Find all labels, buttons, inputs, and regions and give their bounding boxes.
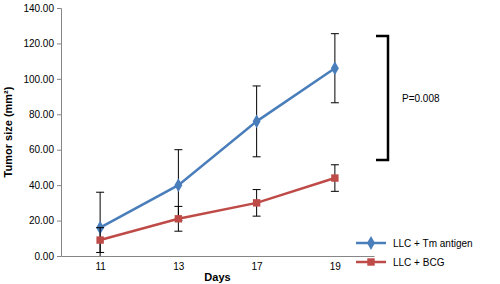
series (96, 165, 339, 253)
error-bar-cap (253, 189, 261, 190)
y-tick-mark (57, 150, 61, 151)
bracket (376, 36, 388, 160)
marker (175, 215, 182, 222)
y-tick: 60.00 (29, 144, 61, 155)
x-tick-label: 11 (95, 261, 106, 272)
legend-item: LLC + BCG (356, 257, 445, 268)
series-line (100, 178, 335, 240)
error-bar-cap (331, 33, 339, 34)
x-tick: 11 (95, 256, 106, 272)
legend: LLC + Tm antigen LLC + BCG (356, 236, 473, 268)
y-tick-label: 120.00 (23, 38, 54, 49)
annotation-text: P=0.008 (402, 93, 440, 104)
legend-marker (367, 258, 374, 265)
x-tick: 17 (252, 256, 264, 272)
y-tick-label: 100.00 (23, 74, 54, 85)
error-bar (331, 34, 339, 103)
y-tick-label: 80.00 (29, 109, 54, 120)
y-tick: 40.00 (29, 180, 61, 191)
error-bar-cap (331, 191, 339, 192)
error-bar (96, 192, 104, 256)
x-axis-line (62, 256, 375, 257)
plot-area (96, 34, 339, 256)
series-line (100, 68, 335, 227)
y-tick-mark (57, 221, 61, 222)
error-bar (96, 228, 104, 253)
y-tick-mark (57, 114, 61, 115)
error-bar (253, 190, 261, 217)
y-tick: 80.00 (29, 109, 61, 120)
error-bar-cap (174, 231, 182, 232)
error-bar-cap (331, 102, 339, 103)
error-bar-cap (96, 252, 104, 253)
y-axis-title: Tumor size (mm²) (2, 86, 14, 177)
y-tick-label: 40.00 (29, 180, 54, 191)
error-bar-cap (174, 149, 182, 150)
error-bar-cap (331, 164, 339, 165)
annotation: P=0.008 (376, 36, 440, 160)
y-tick-label: 0.00 (35, 251, 55, 262)
error-bar-cap (253, 216, 261, 217)
legend-item: LLC + Tm antigen (356, 236, 473, 250)
legend-marker (367, 236, 375, 250)
marker (331, 174, 338, 181)
error-bar-cap (96, 227, 104, 228)
error-bar-cap (174, 206, 182, 207)
x-tick-label: 17 (252, 261, 264, 272)
marker (331, 61, 339, 75)
y-tick: 20.00 (29, 215, 61, 226)
y-axis: 0.00 20.00 40.00 60.00 80.00 100.00 120.00 140.… (23, 3, 61, 262)
x-tick-label: 19 (330, 261, 342, 272)
legend-label: LLC + Tm antigen (393, 238, 473, 249)
marker (253, 114, 261, 128)
error-bar (331, 165, 339, 192)
marker (253, 199, 260, 206)
y-tick-mark (57, 79, 61, 80)
y-tick-mark (57, 256, 61, 257)
y-tick: 0.00 (35, 251, 61, 262)
error-bar-cap (253, 85, 261, 86)
marker (174, 178, 182, 192)
x-tick-label: 13 (173, 261, 185, 272)
y-tick-label: 60.00 (29, 144, 54, 155)
y-axis-line (57, 9, 62, 257)
error-bar (253, 86, 261, 157)
x-tick: 13 (173, 256, 185, 272)
error-bar (174, 206, 182, 231)
x-tick: 19 (330, 256, 342, 272)
chart-container: 0.00 20.00 40.00 60.00 80.00 100.00 120.00 140.… (0, 0, 500, 284)
error-bar-cap (96, 192, 104, 193)
y-tick: 120.00 (23, 38, 61, 49)
x-axis-title: Days (204, 271, 230, 283)
y-tick-mark (57, 43, 61, 44)
y-tick-label: 140.00 (23, 3, 54, 14)
y-tick-mark (57, 185, 61, 186)
x-axis: 11 13 17 19 (62, 256, 375, 272)
chart: 0.00 20.00 40.00 60.00 80.00 100.00 120.00 140.… (0, 0, 500, 284)
y-tick-label: 20.00 (29, 215, 54, 226)
y-tick: 100.00 (23, 74, 61, 85)
error-bar-cap (253, 156, 261, 157)
y-tick-mark (57, 8, 61, 9)
y-tick: 140.00 (23, 3, 61, 14)
legend-label: LLC + BCG (393, 257, 445, 268)
marker (96, 236, 103, 243)
series (96, 34, 339, 256)
